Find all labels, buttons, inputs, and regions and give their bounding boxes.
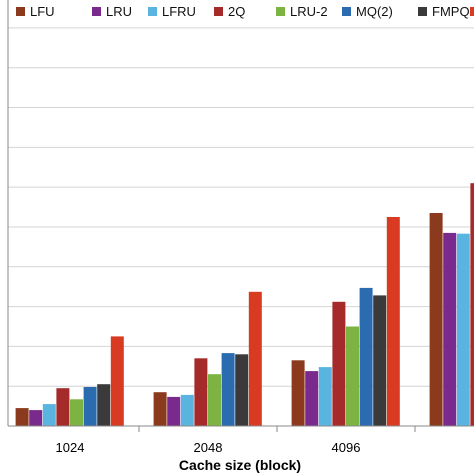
bar-fmpq-1024 xyxy=(97,384,111,426)
bar-lfu-8 xyxy=(429,213,443,426)
bar-2q-8 xyxy=(470,183,474,426)
bar-lfu-2048 xyxy=(153,392,167,426)
bar-lru-2-2048 xyxy=(208,374,221,426)
bar-lfru-4096 xyxy=(318,367,332,426)
bar-lfru-8 xyxy=(456,233,470,426)
bar-lru-2048 xyxy=(167,396,181,426)
bar-sl-2048 xyxy=(248,291,262,426)
legend-swatch xyxy=(418,7,427,16)
gridlines xyxy=(8,27,474,387)
bar-lru-8 xyxy=(443,232,457,426)
bar-2q-4096 xyxy=(332,301,346,426)
legend-label: 2Q xyxy=(228,4,245,19)
legend-label: LRU xyxy=(106,4,132,19)
bar-2q-1024 xyxy=(56,388,70,426)
bar-lfru-2048 xyxy=(180,394,194,426)
bar-sl-4096 xyxy=(386,217,400,426)
bar-lru-2-1024 xyxy=(70,399,83,426)
legend-label: LFRU xyxy=(162,4,196,19)
legend-swatch xyxy=(92,7,101,16)
bar-sl-1024 xyxy=(110,336,124,426)
legend-swatch xyxy=(342,7,351,16)
bar-mq-2--2048 xyxy=(221,353,235,426)
bar-lfu-4096 xyxy=(291,360,305,426)
legend-label: FMPQ xyxy=(432,4,470,19)
x-axis-title: Cache size (block) xyxy=(179,457,301,473)
bar-fmpq-2048 xyxy=(235,354,249,426)
bar-fmpq-4096 xyxy=(373,295,387,426)
x-tick-label: 2048 xyxy=(194,440,223,455)
bars xyxy=(15,183,474,426)
bar-lru-2-4096 xyxy=(346,326,359,426)
bar-lfu-1024 xyxy=(15,408,29,426)
legend-swatch xyxy=(148,7,157,16)
bar-2q-2048 xyxy=(194,358,208,426)
legend-swatch xyxy=(214,7,223,16)
bar-mq-2--4096 xyxy=(359,287,373,426)
bar-lfru-1024 xyxy=(42,404,56,426)
legend-swatch xyxy=(16,7,25,16)
legend-swatch xyxy=(276,7,285,16)
x-tick-label: 1024 xyxy=(56,440,85,455)
bar-mq-2--1024 xyxy=(83,387,97,426)
x-tick-label: 4096 xyxy=(332,440,361,455)
axes: 1024204840968 xyxy=(7,0,474,455)
legend-label: MQ(2) xyxy=(356,4,393,19)
bar-lru-1024 xyxy=(29,410,43,426)
bar-lru-4096 xyxy=(305,371,319,426)
legend-label: LRU-2 xyxy=(290,4,328,19)
legend-swatch xyxy=(470,7,474,16)
legend-label: LFU xyxy=(30,4,55,19)
